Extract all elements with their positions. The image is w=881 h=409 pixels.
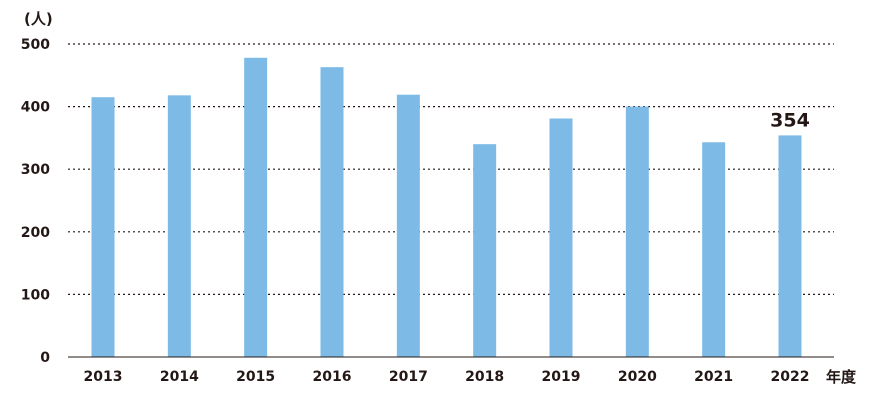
y-tick-label: 100	[21, 287, 50, 303]
bar-2015	[244, 57, 268, 357]
bar-2022	[778, 135, 802, 357]
x-tick-label: 2019	[542, 369, 581, 385]
y-axis-unit: (人)	[24, 10, 53, 28]
labels: 0 100 200 300 400 500 2013 2014 2015 2016 2017 2018…	[21, 37, 810, 385]
bar-2013	[91, 97, 115, 358]
bar-2014	[167, 95, 191, 357]
x-tick-label: 2016	[313, 369, 352, 385]
x-tick-label: 2022	[771, 369, 810, 385]
x-tick-label: 2020	[618, 369, 657, 385]
y-tick-label: 400	[21, 100, 50, 116]
bars	[91, 57, 802, 358]
x-tick-label: 2018	[465, 369, 504, 385]
x-tick-label: 2015	[236, 369, 275, 385]
y-tick-label: 500	[21, 37, 50, 53]
y-tick-label: 0	[40, 350, 50, 366]
bar-2016	[320, 67, 344, 358]
x-axis-unit: 年度	[826, 368, 857, 386]
y-tick-label: 300	[21, 162, 50, 178]
data-label-2022: 354	[770, 109, 810, 131]
x-tick-label: 2021	[694, 369, 733, 385]
bar-2021	[702, 142, 726, 357]
x-tick-label: 2013	[84, 369, 123, 385]
bar-2017	[396, 94, 420, 358]
bar-2019	[549, 118, 573, 357]
bar-2018	[473, 144, 497, 357]
bar-2020	[625, 106, 649, 357]
x-tick-label: 2014	[160, 369, 199, 385]
y-tick-label: 200	[21, 225, 50, 241]
x-tick-label: 2017	[389, 369, 428, 385]
